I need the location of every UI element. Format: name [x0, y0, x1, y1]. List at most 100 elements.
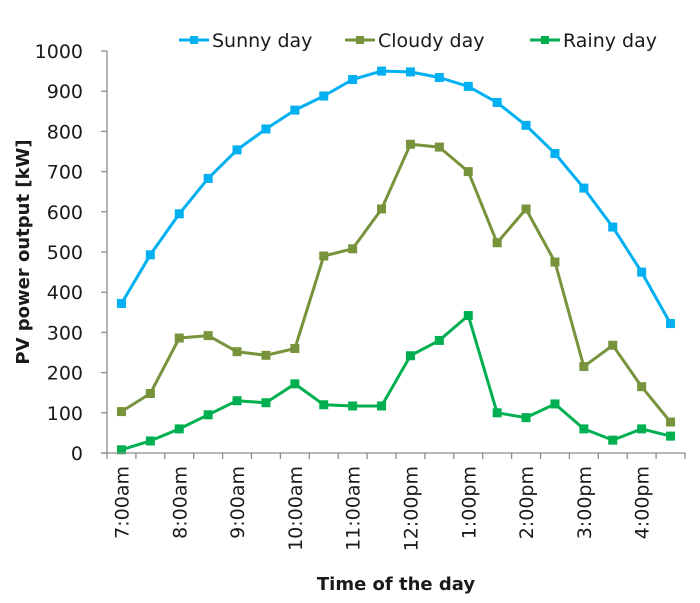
legend-marker: [190, 36, 198, 44]
y-axis-title: PV power output [kW]: [13, 139, 34, 364]
data-point: [579, 183, 589, 193]
data-point: [463, 167, 473, 177]
data-point: [203, 331, 213, 341]
data-point: [405, 67, 415, 77]
data-point: [579, 362, 589, 372]
x-tick-label: 2:00pm: [516, 466, 538, 539]
data-point: [550, 149, 560, 159]
y-tick-label: 0: [71, 443, 83, 465]
legend-label: Sunny day: [212, 30, 312, 52]
series-cloudy-day: [116, 139, 676, 427]
y-tick-label: 1000: [35, 41, 83, 63]
x-tick-label: 8:00am: [169, 466, 191, 539]
data-point: [145, 250, 155, 260]
data-point: [608, 435, 618, 445]
data-point: [116, 407, 126, 417]
legend-item: Rainy day: [530, 30, 657, 52]
data-point: [405, 139, 415, 149]
data-point: [261, 398, 271, 408]
data-point: [434, 73, 444, 83]
data-point: [116, 298, 126, 308]
data-point: [405, 351, 415, 361]
legend-marker: [541, 36, 549, 44]
data-point: [637, 424, 647, 434]
data-point: [348, 75, 358, 85]
data-point: [666, 319, 676, 329]
data-point: [550, 257, 560, 267]
y-tick-label: 600: [47, 202, 83, 224]
data-point: [261, 350, 271, 360]
data-point: [232, 396, 242, 406]
x-tick-label: 7:00am: [111, 466, 133, 539]
x-tick-label: 9:00am: [227, 466, 249, 539]
data-point: [434, 335, 444, 345]
data-point: [608, 222, 618, 232]
data-point: [637, 382, 647, 392]
data-point: [232, 347, 242, 357]
data-point: [434, 142, 444, 152]
series-line: [120, 69, 672, 325]
y-tick-label: 100: [47, 403, 83, 425]
data-point: [290, 343, 300, 353]
data-point: [550, 399, 560, 409]
data-point: [377, 401, 387, 411]
data-point: [174, 424, 184, 434]
data-point: [116, 445, 126, 455]
data-point: [492, 238, 502, 248]
data-point: [174, 209, 184, 219]
data-point: [463, 311, 473, 321]
x-tick-label: 10:00am: [285, 466, 307, 551]
data-point: [666, 431, 676, 441]
data-point: [608, 340, 618, 350]
data-point: [579, 424, 589, 434]
y-tick-label: 800: [47, 121, 83, 143]
legend-label: Rainy day: [563, 30, 657, 52]
data-point: [348, 244, 358, 254]
series-layer: [116, 66, 676, 455]
data-point: [521, 120, 531, 130]
x-tick-label: 4:00pm: [632, 466, 654, 539]
data-point: [319, 400, 329, 410]
data-point: [174, 333, 184, 343]
y-tick-label: 700: [47, 162, 83, 184]
data-point: [637, 267, 647, 277]
data-point: [666, 417, 676, 427]
data-point: [290, 105, 300, 115]
series-sunny-day: [116, 66, 676, 329]
data-point: [521, 204, 531, 214]
data-point: [232, 145, 242, 155]
x-tick-label: 3:00pm: [574, 466, 596, 539]
x-axis: 7:00am 8:00am 9:00am 10:00am 11:00am 12:00pm 1…: [101, 452, 686, 551]
x-axis-title: Time of the day: [317, 574, 476, 595]
series-line: [121, 314, 671, 452]
x-tick-label: 1:00pm: [458, 466, 480, 539]
data-point: [290, 379, 300, 389]
y-tick-label: 200: [47, 363, 83, 385]
y-tick-label: 400: [47, 282, 83, 304]
data-point: [348, 401, 358, 411]
data-point: [377, 204, 387, 214]
data-point: [521, 413, 531, 423]
data-point: [463, 81, 473, 91]
y-tick-label: 500: [47, 242, 83, 264]
data-point: [261, 124, 271, 134]
x-tick-label: 11:00am: [343, 466, 365, 551]
data-point: [377, 66, 387, 76]
data-point: [492, 408, 502, 418]
data-point: [145, 436, 155, 446]
data-point: [319, 91, 329, 101]
data-point: [319, 251, 329, 261]
data-point: [203, 173, 213, 183]
legend-label: Cloudy day: [378, 30, 485, 52]
legend-item: Cloudy day: [345, 30, 485, 52]
legend: Sunny day Cloudy day Rainy day: [179, 30, 657, 52]
x-tick-label: 12:00pm: [400, 466, 422, 551]
series-rainy-day: [116, 311, 676, 455]
legend-item: Sunny day: [179, 30, 312, 52]
y-tick-label: 900: [47, 81, 83, 103]
data-point: [145, 389, 155, 399]
data-point: [203, 410, 213, 420]
y-tick-label: 300: [47, 322, 83, 344]
data-point: [492, 97, 502, 107]
